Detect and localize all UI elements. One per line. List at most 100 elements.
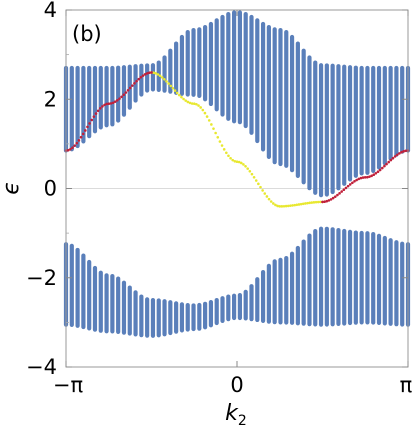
panel-label: (b) [72,22,102,46]
edge-state-point [201,108,205,112]
edge-state-point [207,119,211,122]
edge-state-point [143,73,147,76]
edge-state-point [227,154,230,158]
edge-state-point [120,95,123,99]
edge-state-point [387,160,390,164]
edge-state-point [259,185,262,189]
edge-state-point [118,97,121,100]
edge-state-point [306,201,309,205]
edge-state-point [101,105,104,108]
edge-state-point [86,125,89,129]
edge-state-point [404,149,408,153]
edge-state-point [165,80,168,83]
edge-state-point [94,112,98,115]
x-axis-label-subscript: 2 [238,413,247,428]
edge-state-point [73,144,76,147]
edge-state-point [265,195,269,198]
edge-state-point [145,72,149,75]
edge-state-point [351,181,354,185]
edge-state-point [69,147,72,151]
edge-state-point [139,76,143,79]
edge-state-point [389,158,393,162]
edge-state-point [237,160,241,164]
edge-state-point [276,204,279,208]
edge-state-point [319,200,322,204]
edge-state-point [163,77,166,81]
edge-state-point [233,160,237,163]
edge-state-point [96,109,100,113]
edge-state-point [178,93,181,97]
edge-state-point [280,205,284,208]
edge-state-point [225,151,228,155]
edge-state-point [254,179,258,182]
x-axis-label-main: k [225,401,239,426]
edge-state-point [348,183,352,186]
edge-state-point [210,123,213,126]
edge-state-point [175,91,179,95]
edge-state-point [75,141,79,145]
edge-state-point [301,202,305,206]
edge-state-point [107,102,111,106]
edge-state-point [261,189,264,192]
edge-state-point [180,95,183,99]
edge-state-point [291,204,294,207]
edge-state-point [346,184,350,188]
edge-state-point [184,99,188,102]
edge-state-point [282,204,286,208]
edge-state-point [289,204,292,207]
edge-state-point [272,202,275,205]
edge-state-point [160,76,164,79]
edge-state-point [150,71,153,74]
edge-state-point [197,104,200,107]
edge-state-point [252,175,256,179]
edge-state-point [304,202,307,205]
x-tick-label: −π [53,373,84,397]
edge-state-point [383,164,386,168]
edge-state-point [385,162,388,166]
edge-state-point [126,88,130,92]
edge-state-point [248,169,252,173]
edge-state-point [250,172,254,176]
edge-state-point [244,165,247,168]
edge-state-point [295,203,299,207]
edge-state-point [169,84,173,88]
x-axis-label: k2 [225,401,247,428]
edge-state-point [366,175,369,179]
edge-state-point [344,186,348,190]
edge-state-point [374,172,378,175]
edge-state-point [124,91,128,94]
x-tick-label: π [400,373,413,397]
edge-state-point [336,193,339,197]
edge-state-point [310,201,314,204]
edge-state-point [195,102,198,106]
edge-state-point [378,168,382,172]
edge-state-point [316,200,320,204]
edge-state-point [263,192,267,195]
axes: 4 2 0 −2 −4−π 0 π [26,0,413,397]
edge-state-point [88,122,91,125]
edge-state-point [308,201,311,205]
edge-state-point [135,79,138,83]
edge-state-point [84,129,87,132]
edge-state-point [242,163,245,166]
x-tick-label: 0 [230,373,243,397]
edge-state-point [321,200,324,204]
edge-state-point [293,203,296,207]
edge-state-point [190,102,194,105]
edge-state-point [113,100,117,103]
edge-state-point [286,204,290,208]
edge-state-point [246,167,249,170]
edge-state-point [203,111,207,115]
edge-state-point [98,107,102,110]
edge-state-point [81,132,85,136]
edge-state-point [192,102,196,106]
y-tick-label: −4 [26,355,57,379]
edge-state-point [357,177,361,181]
edge-state-point [77,139,81,142]
edge-state-point [329,198,333,201]
edge-state-point [212,127,215,130]
edge-state-point [284,204,288,208]
edge-state-point [395,153,399,157]
edge-state-point [205,115,209,118]
y-tick-label: 4 [44,0,57,22]
